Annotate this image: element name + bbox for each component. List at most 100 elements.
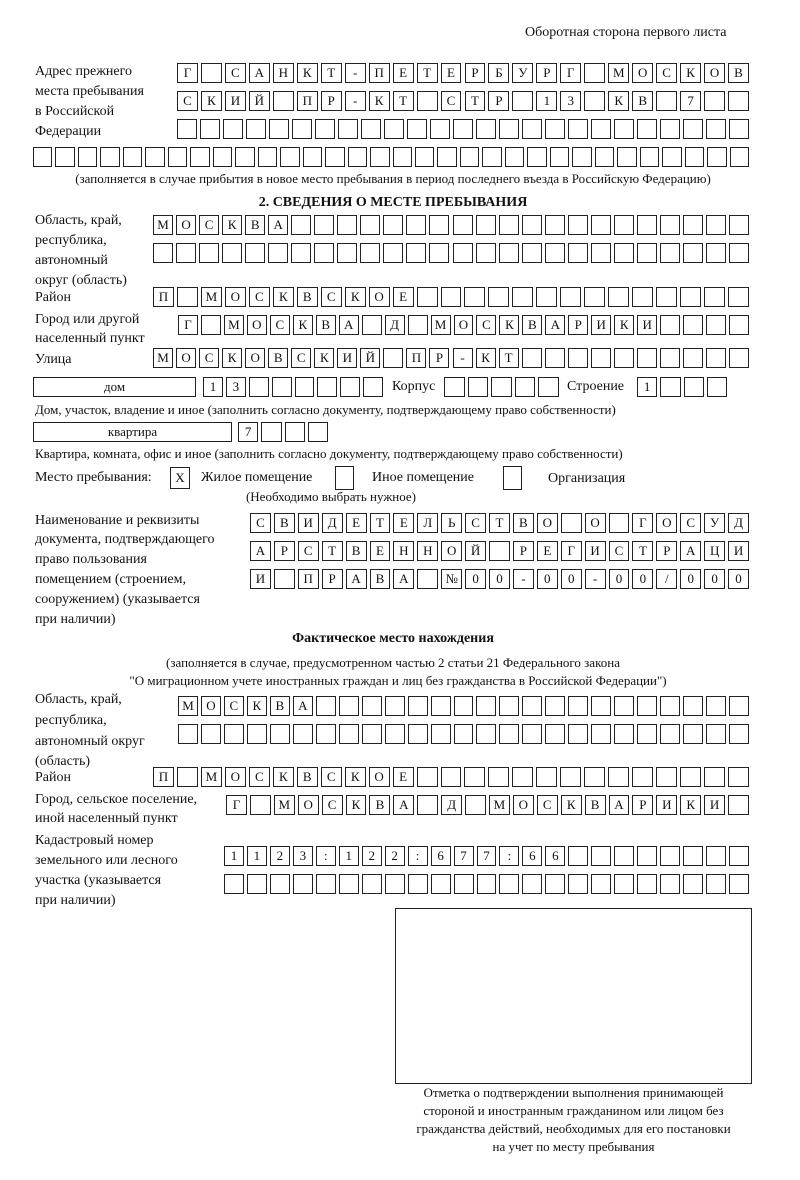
char-box[interactable]: К xyxy=(614,315,635,335)
char-box[interactable]: О xyxy=(632,63,654,83)
char-box[interactable]: М xyxy=(273,795,295,815)
char-box[interactable]: О xyxy=(441,541,463,561)
char-box[interactable] xyxy=(315,696,336,716)
char-box[interactable] xyxy=(464,287,486,307)
char-box[interactable] xyxy=(590,348,611,368)
char-box[interactable]: М xyxy=(489,795,510,815)
char-box[interactable]: О xyxy=(200,696,221,716)
char-box[interactable] xyxy=(660,846,681,866)
char-box[interactable]: - xyxy=(344,91,366,111)
char-box[interactable] xyxy=(489,541,510,561)
char-box[interactable] xyxy=(224,874,244,894)
char-box[interactable]: В xyxy=(522,315,543,335)
char-box[interactable] xyxy=(706,696,727,716)
char-box[interactable] xyxy=(637,696,658,716)
char-box[interactable] xyxy=(538,377,559,397)
char-box[interactable]: П xyxy=(296,91,318,111)
char-box[interactable] xyxy=(361,315,382,335)
char-box[interactable]: 1 xyxy=(224,846,244,866)
char-box[interactable] xyxy=(315,724,336,744)
char-box[interactable] xyxy=(512,287,534,307)
char-box[interactable]: Й xyxy=(248,91,270,111)
char-box[interactable] xyxy=(383,215,404,235)
char-box[interactable] xyxy=(384,724,405,744)
char-box[interactable] xyxy=(440,767,462,787)
char-box[interactable]: Е xyxy=(536,541,558,561)
char-box[interactable]: Р xyxy=(273,541,295,561)
char-box[interactable] xyxy=(430,724,451,744)
char-box[interactable]: В xyxy=(584,795,606,815)
char-box[interactable] xyxy=(568,696,589,716)
char-box[interactable] xyxy=(464,767,486,787)
char-box[interactable]: О xyxy=(368,767,390,787)
char-box[interactable] xyxy=(291,215,312,235)
char-box[interactable]: 2 xyxy=(361,846,382,866)
char-box[interactable] xyxy=(315,119,335,139)
char-box[interactable] xyxy=(361,119,381,139)
char-box[interactable]: Т xyxy=(416,63,438,83)
char-box[interactable] xyxy=(452,215,473,235)
char-box[interactable] xyxy=(706,315,727,335)
char-box[interactable] xyxy=(499,724,520,744)
char-box[interactable]: К xyxy=(272,287,294,307)
char-box[interactable] xyxy=(370,147,390,167)
char-box[interactable]: Е xyxy=(440,63,462,83)
char-box[interactable] xyxy=(338,874,359,894)
flat-type-field[interactable]: квартира xyxy=(33,422,232,442)
char-box[interactable]: М xyxy=(608,63,630,83)
char-box[interactable] xyxy=(614,846,635,866)
char-box[interactable]: Г xyxy=(560,541,582,561)
char-box[interactable] xyxy=(682,348,703,368)
char-box[interactable] xyxy=(680,287,702,307)
char-box[interactable] xyxy=(317,377,338,397)
char-box[interactable] xyxy=(536,287,558,307)
char-box[interactable]: Т xyxy=(392,91,414,111)
char-box[interactable]: Г xyxy=(226,795,247,815)
char-box[interactable] xyxy=(662,147,682,167)
char-box[interactable] xyxy=(567,215,588,235)
char-box[interactable] xyxy=(660,696,681,716)
char-box[interactable] xyxy=(363,377,383,397)
char-box[interactable] xyxy=(683,315,704,335)
char-box[interactable]: 2 xyxy=(269,846,290,866)
char-box[interactable] xyxy=(527,147,547,167)
char-box[interactable]: М xyxy=(430,315,451,335)
char-box[interactable]: М xyxy=(153,348,174,368)
char-box[interactable] xyxy=(704,91,726,111)
char-box[interactable] xyxy=(384,119,404,139)
char-box[interactable]: И xyxy=(728,541,749,561)
char-box[interactable]: Й xyxy=(465,541,487,561)
char-box[interactable] xyxy=(361,696,382,716)
char-box[interactable] xyxy=(683,696,704,716)
char-box[interactable] xyxy=(475,215,496,235)
char-box[interactable]: М xyxy=(153,215,174,235)
char-box[interactable] xyxy=(639,147,660,167)
char-box[interactable] xyxy=(476,119,496,139)
char-box[interactable]: 3 xyxy=(292,846,313,866)
char-box[interactable]: 0 xyxy=(560,569,582,589)
char-box[interactable]: О xyxy=(453,315,474,335)
char-box[interactable] xyxy=(544,348,565,368)
char-box[interactable]: У xyxy=(512,63,534,83)
char-box[interactable]: А xyxy=(248,63,270,83)
char-box[interactable]: С xyxy=(248,767,270,787)
char-box[interactable]: В xyxy=(296,287,318,307)
char-box[interactable]: И xyxy=(637,315,658,335)
char-box[interactable] xyxy=(167,147,188,167)
char-box[interactable] xyxy=(504,147,525,167)
char-box[interactable] xyxy=(416,91,438,111)
char-box[interactable] xyxy=(476,874,497,894)
korpus-row[interactable] xyxy=(444,377,562,399)
char-box[interactable] xyxy=(591,696,612,716)
char-box[interactable] xyxy=(613,215,634,235)
char-box[interactable] xyxy=(728,287,749,307)
char-box[interactable]: О xyxy=(536,513,558,533)
char-box[interactable]: Н xyxy=(393,541,415,561)
char-box[interactable] xyxy=(544,243,565,263)
char-box[interactable]: С xyxy=(199,348,220,368)
